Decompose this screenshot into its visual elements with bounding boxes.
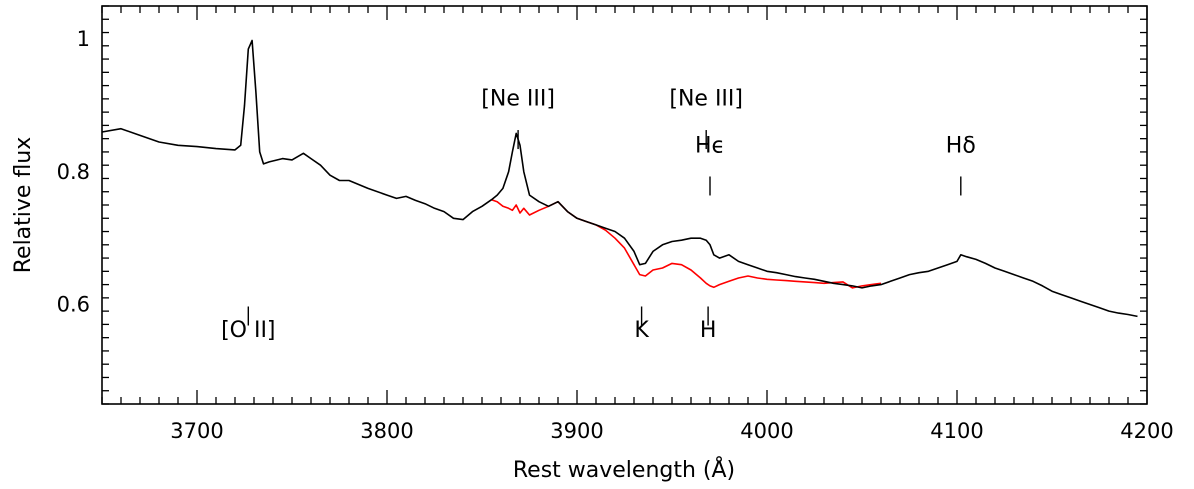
x-tick-label: 4100: [930, 419, 983, 443]
x-tick-label: 3900: [550, 419, 603, 443]
y-tick-label: 1: [77, 27, 90, 51]
axis-ticks: [101, 5, 1148, 405]
annotation-label: H: [700, 318, 717, 343]
x-tick-label: 4000: [740, 419, 793, 443]
annotation-label: [Ne III]: [669, 87, 743, 112]
annotation-label: [O II]: [221, 318, 275, 343]
plot-frame: [101, 5, 1148, 405]
series-layer: [101, 39, 1138, 318]
line-annotations: [Ne III] [Ne III] Hϵ Hδ [O II] K H: [221, 87, 976, 344]
x-tick-label: 3800: [360, 419, 413, 443]
series-line-red: [491, 198, 882, 289]
y-tick-label: 0.6: [57, 293, 90, 317]
tick-labels: 3700 3800 3900 4000 4100 4200 0.6 0.8 1: [57, 27, 1174, 443]
x-tick-label: 3700: [170, 419, 223, 443]
y-tick-label: 0.8: [57, 160, 90, 184]
annotation-label: Hϵ: [695, 134, 725, 159]
annotation-label: Hδ: [946, 134, 976, 159]
annotation-label: [Ne III]: [481, 87, 555, 112]
x-axis-title: Rest wavelength (Å): [513, 456, 735, 483]
x-tick-label: 4200: [1120, 419, 1173, 443]
series-line-black: [101, 39, 1138, 318]
y-axis-title: Relative flux: [11, 137, 36, 274]
annotation-label: K: [634, 318, 649, 343]
